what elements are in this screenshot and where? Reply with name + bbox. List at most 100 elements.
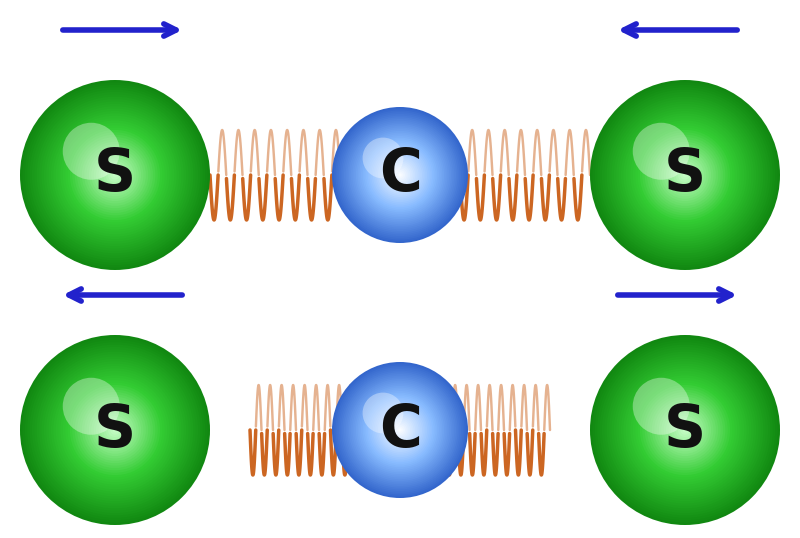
Circle shape [62, 378, 120, 435]
Circle shape [79, 394, 150, 465]
Circle shape [376, 151, 424, 199]
Circle shape [94, 409, 136, 451]
Circle shape [352, 128, 448, 223]
Circle shape [398, 428, 402, 431]
Circle shape [20, 80, 210, 270]
Circle shape [56, 371, 174, 490]
Circle shape [682, 428, 687, 433]
Circle shape [386, 161, 414, 189]
Circle shape [391, 166, 409, 183]
Circle shape [609, 99, 761, 251]
Circle shape [74, 390, 155, 470]
Circle shape [46, 361, 184, 499]
Circle shape [98, 158, 132, 192]
Circle shape [108, 423, 122, 437]
Circle shape [77, 137, 153, 213]
Circle shape [599, 344, 770, 515]
Circle shape [352, 383, 448, 478]
Circle shape [633, 123, 738, 227]
Circle shape [42, 356, 189, 504]
Circle shape [354, 129, 446, 221]
Circle shape [642, 387, 728, 473]
Circle shape [682, 173, 687, 178]
Circle shape [602, 347, 768, 513]
Circle shape [34, 349, 196, 511]
Circle shape [606, 97, 763, 253]
Circle shape [670, 416, 699, 444]
Circle shape [364, 139, 436, 211]
Circle shape [626, 371, 744, 490]
Circle shape [673, 163, 697, 187]
Circle shape [382, 411, 418, 449]
Circle shape [597, 342, 773, 518]
Circle shape [368, 398, 432, 462]
Circle shape [604, 94, 766, 256]
Circle shape [678, 423, 692, 437]
Circle shape [391, 421, 409, 438]
Circle shape [670, 161, 699, 189]
Circle shape [668, 158, 702, 192]
Circle shape [373, 403, 427, 457]
Circle shape [592, 337, 778, 522]
Circle shape [49, 109, 182, 242]
Circle shape [341, 116, 459, 235]
Circle shape [349, 379, 451, 481]
Circle shape [44, 359, 186, 501]
Circle shape [341, 371, 459, 490]
Circle shape [25, 85, 206, 265]
Circle shape [113, 173, 118, 178]
Circle shape [103, 418, 127, 442]
Circle shape [380, 409, 421, 450]
Circle shape [590, 335, 780, 525]
Circle shape [30, 89, 201, 260]
Circle shape [361, 136, 439, 214]
Circle shape [680, 170, 690, 180]
Circle shape [32, 347, 198, 513]
Circle shape [642, 132, 728, 218]
Circle shape [362, 393, 438, 468]
Circle shape [621, 111, 749, 239]
Circle shape [335, 110, 465, 239]
Circle shape [376, 406, 424, 454]
Circle shape [664, 154, 706, 196]
Text: S: S [94, 401, 136, 458]
Circle shape [390, 420, 410, 440]
Circle shape [638, 128, 733, 223]
Circle shape [606, 352, 763, 508]
Circle shape [378, 408, 422, 452]
Circle shape [645, 390, 726, 470]
Circle shape [91, 406, 138, 454]
Circle shape [383, 158, 417, 192]
Circle shape [344, 119, 456, 231]
Circle shape [673, 418, 697, 442]
Circle shape [62, 123, 167, 227]
Circle shape [27, 87, 203, 263]
Circle shape [70, 130, 160, 220]
Circle shape [356, 131, 444, 219]
Circle shape [20, 335, 210, 525]
Circle shape [616, 106, 754, 244]
Circle shape [54, 114, 177, 237]
Circle shape [350, 381, 450, 479]
Circle shape [678, 168, 692, 182]
Circle shape [395, 425, 405, 435]
Circle shape [638, 383, 733, 478]
Circle shape [349, 124, 451, 226]
Circle shape [630, 376, 740, 485]
Circle shape [394, 168, 407, 182]
Circle shape [609, 354, 761, 506]
Circle shape [362, 393, 403, 434]
Circle shape [657, 401, 714, 458]
Circle shape [339, 114, 462, 236]
Circle shape [650, 139, 721, 210]
Circle shape [621, 366, 749, 494]
Circle shape [347, 377, 453, 483]
Circle shape [60, 376, 170, 485]
Circle shape [675, 421, 694, 440]
Circle shape [106, 166, 125, 185]
Circle shape [680, 425, 690, 435]
Text: S: S [664, 401, 706, 458]
Circle shape [388, 418, 412, 442]
Circle shape [113, 428, 118, 433]
Circle shape [347, 122, 453, 228]
